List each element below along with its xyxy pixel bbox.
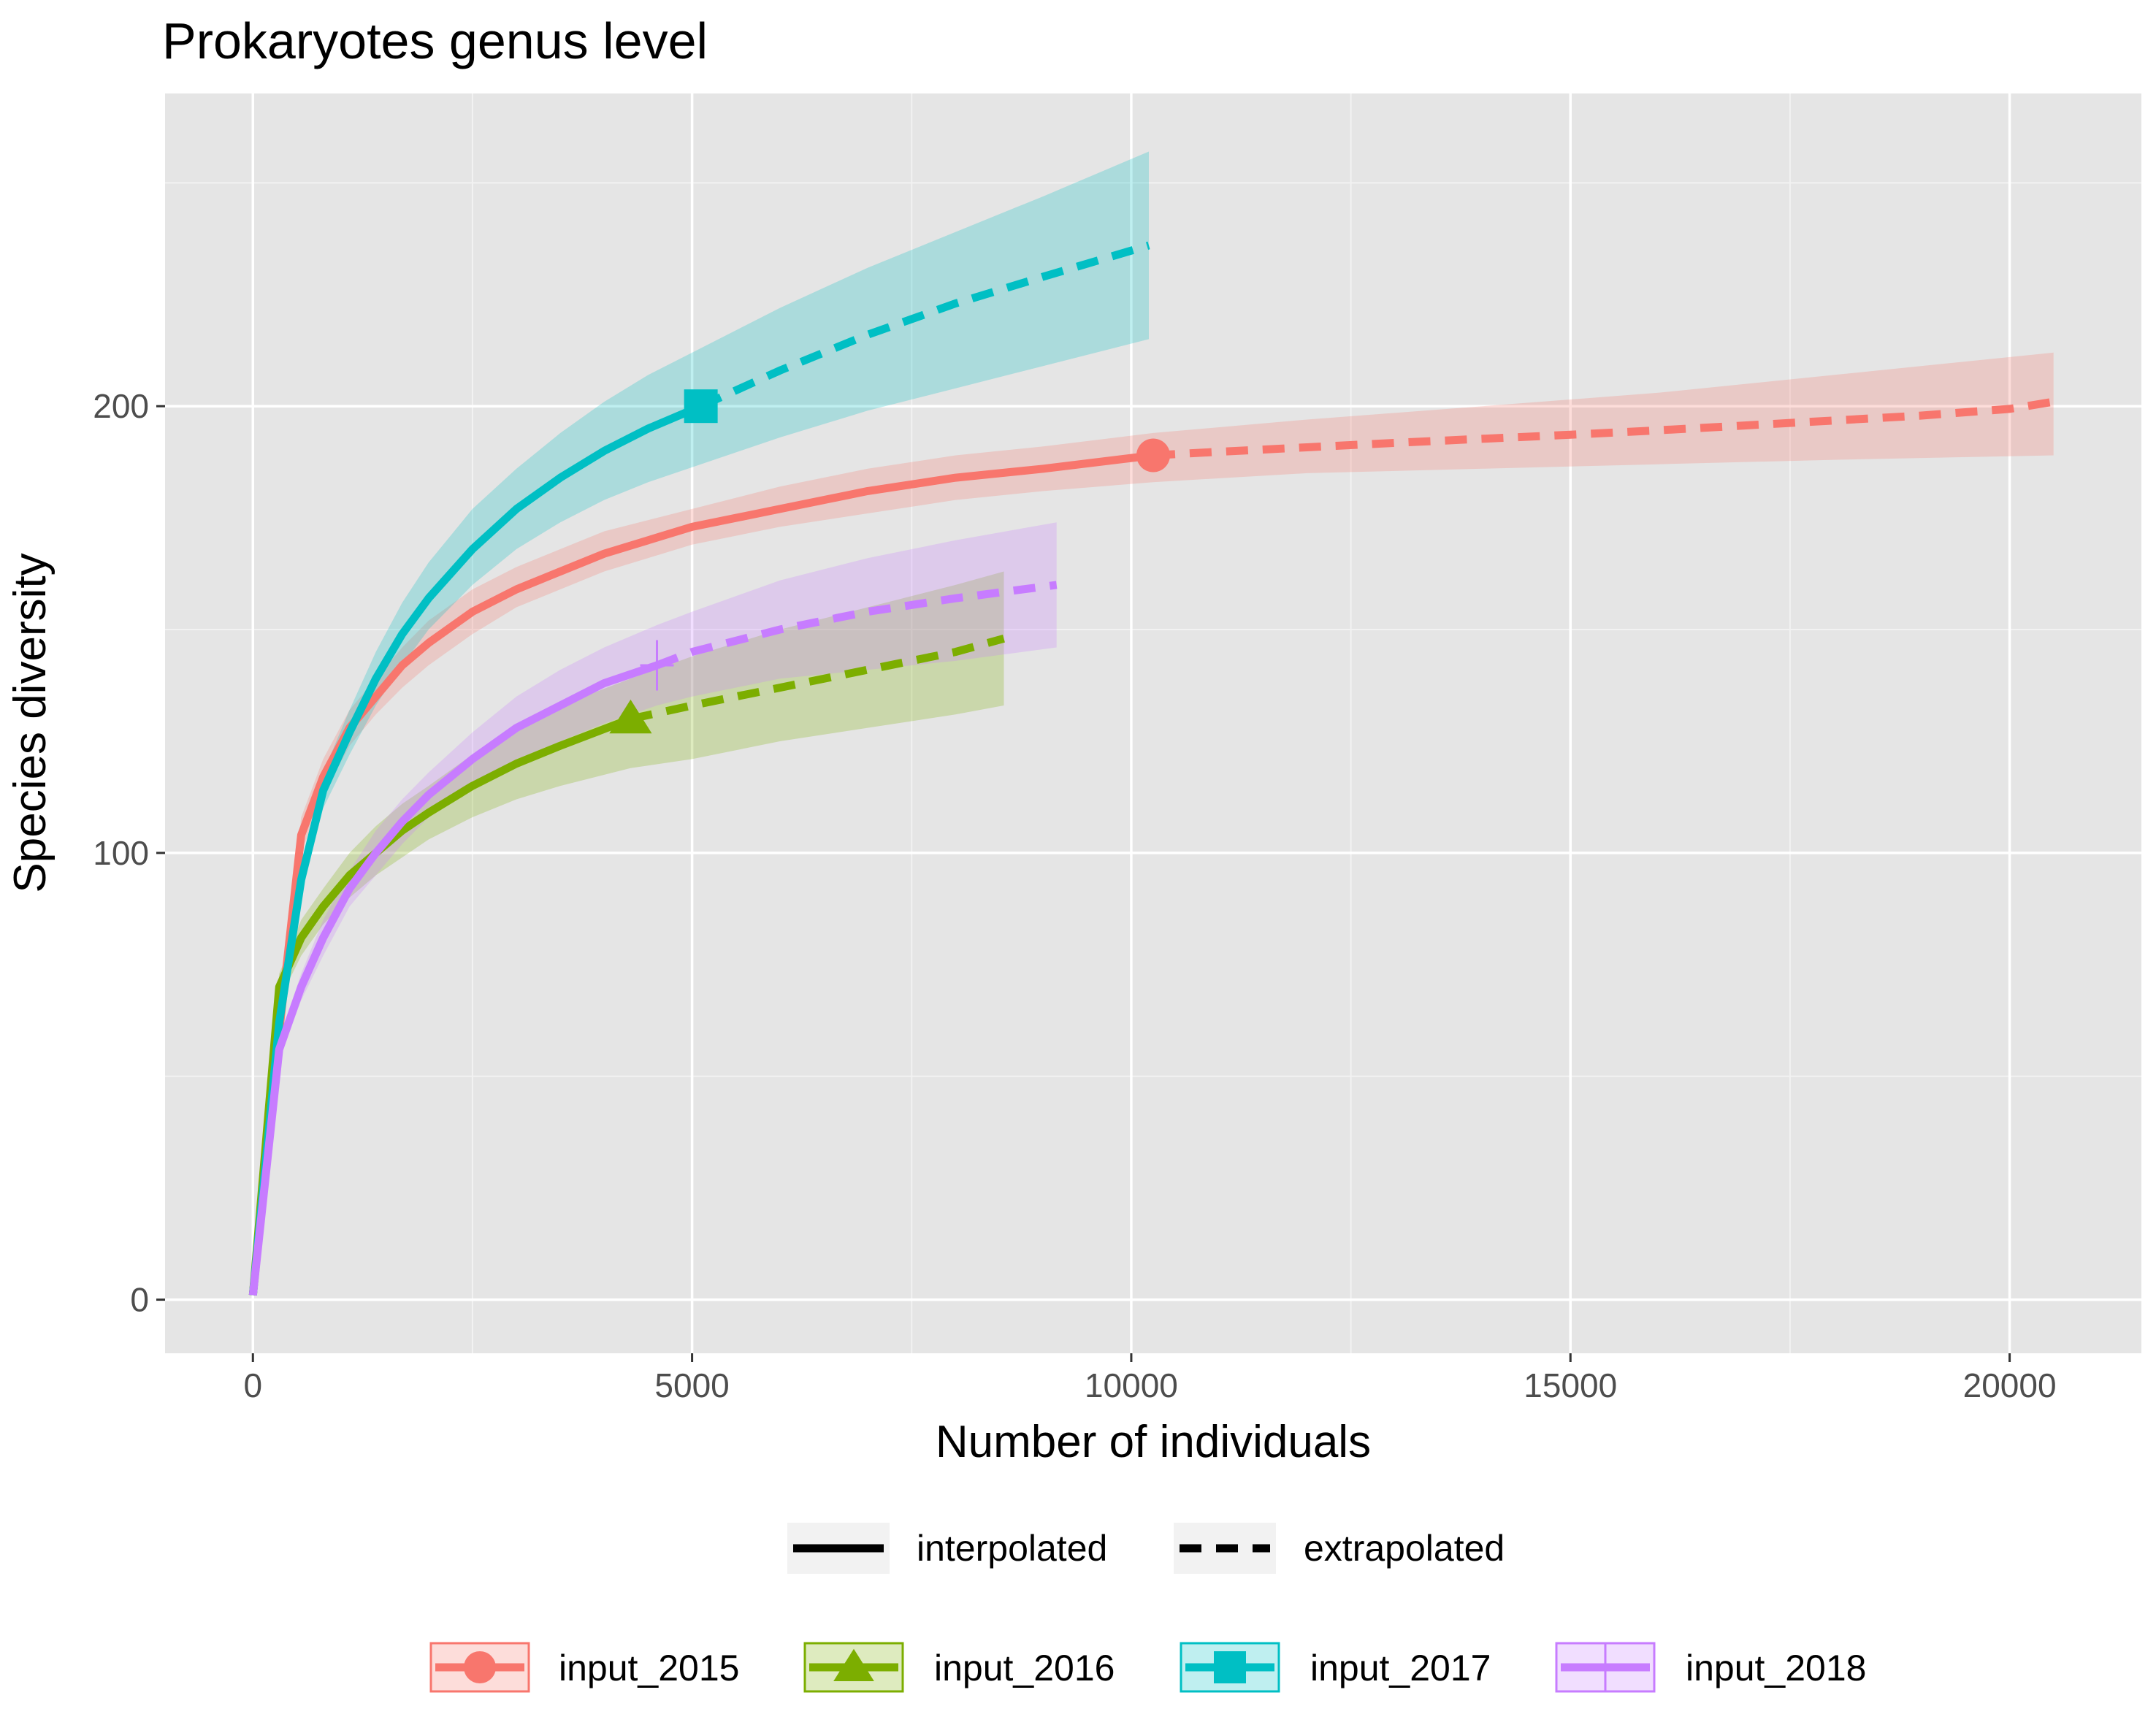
x-tick-label: 10000 — [1085, 1366, 1178, 1404]
legend-key-marker-input_2016 — [833, 1648, 874, 1681]
ci-ribbon-input_2017 — [253, 151, 1149, 1296]
observed-marker-input_2016 — [609, 699, 652, 734]
marker-square — [1214, 1651, 1246, 1683]
linetype-legend-label: interpolated — [917, 1528, 1107, 1569]
series-legend: input_2015 input_2016 input_2017 input_2018 — [429, 1642, 1866, 1693]
ci-ribbon-input_2018 — [253, 522, 1057, 1296]
marker-triangle — [609, 699, 652, 734]
extrapolated-line-input_2015 — [1152, 397, 2054, 459]
x-tick-label: 5000 — [654, 1366, 729, 1404]
legend-label-input_2018: input_2018 — [1686, 1648, 1866, 1688]
observed-marker-input_2017 — [684, 389, 718, 424]
marker-circle — [1136, 438, 1170, 473]
legend-key-marker-input_2015 — [464, 1651, 496, 1683]
legend-key-marker-input_2017 — [1214, 1651, 1246, 1683]
y-tick-label: 100 — [93, 834, 149, 872]
interpolated-line-input_2018 — [248, 661, 659, 1296]
plot-panel — [165, 93, 2141, 1353]
x-tick-label: 0 — [243, 1366, 262, 1404]
legend-label-input_2015: input_2015 — [559, 1648, 739, 1688]
series-lines — [248, 241, 2054, 1296]
major-gridlines — [165, 93, 2141, 1353]
observed-marker-input_2015 — [1136, 438, 1170, 473]
observed-markers — [609, 389, 1170, 734]
x-axis: 0 5000 10000 15000 20000 — [243, 1353, 2057, 1404]
marker-circle — [464, 1651, 496, 1683]
y-tick-label: 200 — [93, 387, 149, 425]
observed-marker-input_2018 — [640, 640, 674, 691]
extrapolated-line-input_2017 — [699, 241, 1150, 410]
legend-label-input_2016: input_2016 — [934, 1648, 1115, 1688]
interpolated-line-input_2015 — [248, 451, 1154, 1296]
chart-title: Prokaryotes genus level — [162, 12, 708, 69]
interpolated-line-input_2017 — [248, 402, 703, 1296]
y-tick-label: 0 — [130, 1281, 149, 1319]
x-tick-label: 20000 — [1963, 1366, 2057, 1404]
marker-triangle — [833, 1648, 874, 1681]
linetype-legend-label: extrapolated — [1304, 1528, 1505, 1569]
linetype-legend: interpolated extrapolated — [787, 1523, 1505, 1574]
minor-gridlines — [165, 93, 2141, 1353]
x-tick-label: 15000 — [1524, 1366, 1617, 1404]
x-axis-title: Number of individuals — [936, 1417, 1371, 1467]
y-axis-title: Species diversity — [5, 553, 56, 892]
extrapolated-line-input_2016 — [630, 634, 1005, 723]
ci-ribbon-input_2015 — [253, 352, 2054, 1296]
marker-square — [684, 389, 718, 424]
legend-label-input_2017: input_2017 — [1310, 1648, 1491, 1688]
y-axis: 0 100 200 — [93, 387, 165, 1319]
legend-key-marker-input_2018 — [1589, 1643, 1621, 1691]
